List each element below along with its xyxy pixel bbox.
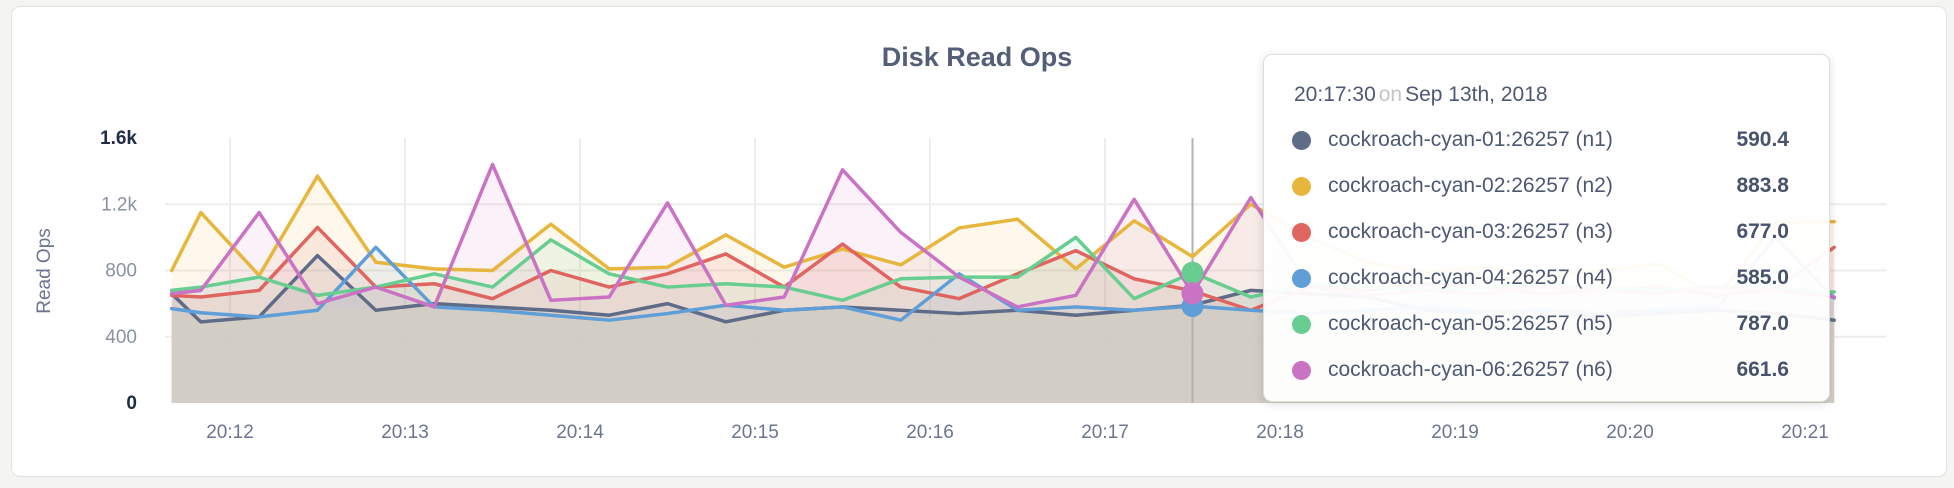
hover-dot-n6 [1181, 282, 1204, 305]
x-tick-label: 20:16 [906, 422, 954, 443]
x-tick-label: 20:12 [206, 422, 254, 443]
tooltip-date: Sep 13th, 2018 [1405, 83, 1548, 106]
x-tick-label: 20:20 [1606, 422, 1654, 443]
tooltip-series-row: cockroach-cyan-02:26257 (n2) 883.8 [1292, 163, 1789, 209]
x-tick-label: 20:13 [381, 422, 429, 443]
tooltip-series-row: cockroach-cyan-06:26257 (n6) 661.6 [1292, 347, 1789, 393]
tooltip-header: 20:17:30 on Sep 13th, 2018 [1294, 83, 1789, 107]
tooltip-series-row: cockroach-cyan-05:26257 (n5) 787.0 [1292, 301, 1789, 347]
x-tick-label: 20:18 [1256, 422, 1304, 443]
x-tick-label: 20:15 [731, 422, 779, 443]
tooltip-series-value: 661.6 [1736, 358, 1789, 381]
x-tick-label: 20:21 [1781, 422, 1829, 443]
y-tick-label: 400 [105, 327, 137, 348]
tooltip-series-row: cockroach-cyan-03:26257 (n3) 677.0 [1292, 209, 1789, 255]
series-color-dot-icon [1292, 360, 1311, 380]
y-axis-title: Read Ops [34, 228, 55, 314]
y-tick-label: 800 [105, 261, 137, 282]
tooltip-series-label: cockroach-cyan-01:26257 (n1) [1328, 128, 1613, 151]
series-color-dot-icon [1292, 222, 1311, 242]
tooltip-conjunction: on [1378, 83, 1403, 106]
chart-title: Disk Read Ops [881, 42, 1073, 72]
tooltip-series-value: 787.0 [1736, 312, 1789, 335]
tooltip-series-value: 677.0 [1736, 220, 1789, 243]
tooltip-series-label: cockroach-cyan-03:26257 (n3) [1328, 220, 1613, 243]
tooltip-series-value: 590.4 [1736, 128, 1789, 151]
tooltip-series-list: cockroach-cyan-01:26257 (n1) 590.4 cockroa… [1292, 117, 1789, 393]
tooltip-series-label: cockroach-cyan-05:26257 (n5) [1328, 312, 1613, 335]
tooltip-series-label: cockroach-cyan-06:26257 (n6) [1328, 358, 1613, 381]
tooltip-time: 20:17:30 [1294, 83, 1376, 106]
tooltip-series-label: cockroach-cyan-02:26257 (n2) [1328, 174, 1613, 197]
series-color-dot-icon [1292, 176, 1311, 196]
x-tick-label: 20:19 [1431, 422, 1479, 443]
tooltip-series-row: cockroach-cyan-04:26257 (n4) 585.0 [1292, 255, 1789, 301]
series-color-dot-icon [1292, 268, 1311, 288]
y-tick-label: 0 [126, 393, 137, 414]
y-tick-label: 1.2k [101, 194, 137, 215]
tooltip-series-value: 585.0 [1736, 266, 1789, 289]
series-color-dot-icon [1292, 130, 1311, 150]
tooltip-series-row: cockroach-cyan-01:26257 (n1) 590.4 [1292, 117, 1789, 163]
y-tick-label: 1.6k [100, 128, 137, 149]
tooltip-series-value: 883.8 [1736, 174, 1789, 197]
series-color-dot-icon [1292, 314, 1311, 334]
hover-dot-n5 [1181, 261, 1204, 284]
hover-tooltip: 20:17:30 on Sep 13th, 2018 cockroach-cyan-… [1263, 54, 1830, 402]
x-tick-label: 20:17 [1081, 422, 1129, 443]
x-tick-label: 20:14 [556, 422, 604, 443]
tooltip-series-label: cockroach-cyan-04:26257 (n4) [1328, 266, 1613, 289]
